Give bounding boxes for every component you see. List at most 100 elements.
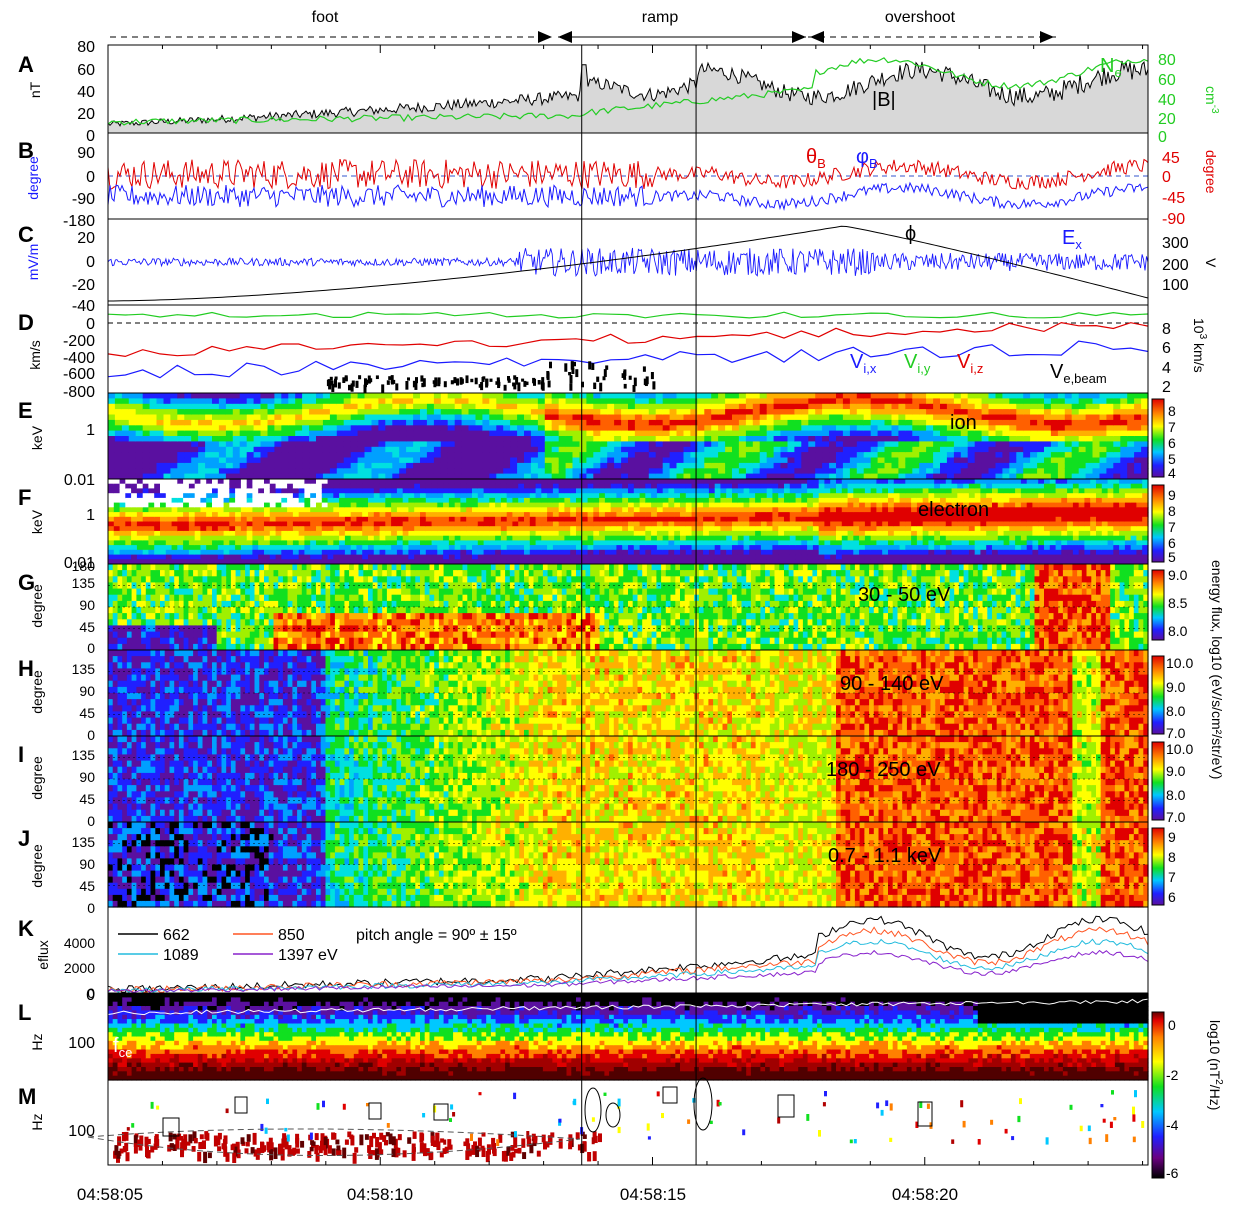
electron-spectrogram-cell <box>420 488 426 493</box>
ion-spectrogram-cell <box>1113 436 1121 442</box>
ion-spectrogram-cell <box>690 415 698 421</box>
ion-spectrogram-cell <box>961 441 969 447</box>
electron-spectrogram-cell <box>449 507 455 512</box>
ion-spectrogram-cell <box>968 436 976 442</box>
ion-spectrogram-cell <box>898 441 906 447</box>
ion-spectrogram-cell <box>781 468 789 474</box>
ion-spectrogram-cell <box>1072 420 1080 426</box>
electron-spectrogram-cell <box>749 498 755 503</box>
ion-spectrogram-cell <box>129 468 137 474</box>
electron-spectrogram-cell <box>137 503 143 508</box>
ion-spectrogram-cell <box>1086 398 1094 404</box>
ion-spectrogram-cell <box>989 463 997 469</box>
electron-spectrogram-cell <box>333 484 339 489</box>
ion-spectrogram-cell <box>143 447 151 453</box>
ion-spectrogram-cell <box>1106 420 1114 426</box>
electron-spectrogram-cell <box>403 512 409 517</box>
ion-spectrogram-cell <box>524 447 532 453</box>
electron-spectrogram-cell <box>195 555 201 560</box>
ion-spectrogram-cell <box>552 420 560 426</box>
electron-spectrogram-cell <box>784 536 790 541</box>
electron-spectrogram-cell <box>160 488 166 493</box>
electron-spectrogram-cell <box>518 498 524 503</box>
electron-spectrogram-cell <box>177 536 183 541</box>
ion-spectrogram-cell <box>822 468 830 474</box>
electron-spectrogram-cell <box>339 517 345 522</box>
electron-spectrogram-cell <box>281 536 287 541</box>
electron-spectrogram-cell <box>703 545 709 550</box>
electron-spectrogram-cell <box>137 493 143 498</box>
electron-spectrogram-cell <box>356 498 362 503</box>
electron-spectrogram-cell <box>611 545 617 550</box>
ion-spectrogram-cell <box>1134 458 1142 464</box>
ion-spectrogram-cell <box>1002 436 1010 442</box>
ion-spectrogram-cell <box>205 404 213 410</box>
ion-spectrogram-cell <box>268 468 276 474</box>
electron-spectrogram-cell <box>356 526 362 531</box>
electron-spectrogram-cell <box>616 522 622 527</box>
electron-spectrogram-cell <box>224 493 230 498</box>
electron-spectrogram-cell <box>703 526 709 531</box>
electron-spectrogram-cell <box>720 479 726 484</box>
electron-spectrogram-cell <box>183 550 189 555</box>
ion-spectrogram-cell <box>233 452 241 458</box>
ion-spectrogram-cell <box>150 398 158 404</box>
electron-spectrogram-cell <box>761 488 767 493</box>
ion-spectrogram-cell <box>1023 458 1030 464</box>
ion-spectrogram-cell <box>413 441 421 447</box>
ion-spectrogram-cell <box>996 425 1004 431</box>
electron-spectrogram-cell <box>408 536 414 541</box>
ion-spectrogram-cell <box>801 431 809 437</box>
electron-spectrogram-cell <box>356 550 362 555</box>
ion-spectrogram-cell <box>864 404 872 410</box>
ion-spectrogram-cell <box>704 404 712 410</box>
ion-spectrogram-cell <box>975 436 983 442</box>
ion-spectrogram-cell <box>420 452 428 458</box>
ion-spectrogram-cell <box>261 452 269 458</box>
electron-spectrogram-cell <box>616 479 622 484</box>
electron-spectrogram-cell <box>276 517 282 522</box>
ion-spectrogram-cell <box>129 463 137 469</box>
electron-spectrogram-cell <box>842 555 848 560</box>
ion-spectrogram-cell <box>989 458 997 464</box>
electron-spectrogram-cell <box>252 540 258 545</box>
ion-spectrogram-cell <box>164 409 172 415</box>
electron-spectrogram-cell <box>148 555 154 560</box>
ion-spectrogram-cell <box>982 393 990 399</box>
ion-spectrogram-cell <box>600 420 608 426</box>
electron-spectrogram-cell <box>160 517 166 522</box>
ion-spectrogram-cell <box>704 447 712 453</box>
ion-spectrogram-cell <box>912 463 920 469</box>
ion-spectrogram-cell <box>614 398 622 404</box>
electron-spectrogram-cell <box>426 526 432 531</box>
electron-spectrogram-cell <box>738 555 744 560</box>
ion-spectrogram-cell <box>115 404 123 410</box>
electron-spectrogram-cell <box>120 479 126 484</box>
ion-spectrogram-cell <box>122 393 129 399</box>
ion-spectrogram-cell <box>1023 452 1030 458</box>
ion-spectrogram-cell <box>143 404 151 410</box>
electron-spectrogram-cell <box>674 536 680 541</box>
electron-spectrogram-cell <box>247 536 253 541</box>
ion-spectrogram-cell <box>351 404 359 410</box>
electron-spectrogram-cell <box>692 526 698 531</box>
electron-spectrogram-cell <box>755 522 761 527</box>
ve-beam-point <box>387 380 390 385</box>
electron-spectrogram-cell <box>663 517 669 522</box>
electron-spectrogram-cell <box>501 498 507 503</box>
ion-spectrogram-cell <box>663 441 671 447</box>
electron-spectrogram-cell <box>408 540 414 545</box>
ve-beam-point <box>605 365 608 369</box>
ion-spectrogram-cell <box>309 393 317 399</box>
ion-spectrogram-cell <box>1079 404 1087 410</box>
electron-spectrogram-cell <box>247 493 253 498</box>
ion-spectrogram-cell <box>697 415 705 421</box>
electron-spectrogram-cell <box>114 488 120 493</box>
ion-spectrogram-cell <box>1093 404 1101 410</box>
electron-spectrogram-cell <box>732 550 738 555</box>
ion-spectrogram-cell <box>150 409 158 415</box>
ion-spectrogram-cell <box>309 409 317 415</box>
ion-spectrogram-cell <box>288 409 296 415</box>
electron-spectrogram-cell <box>252 507 258 512</box>
electron-spectrogram-cell <box>345 531 351 536</box>
